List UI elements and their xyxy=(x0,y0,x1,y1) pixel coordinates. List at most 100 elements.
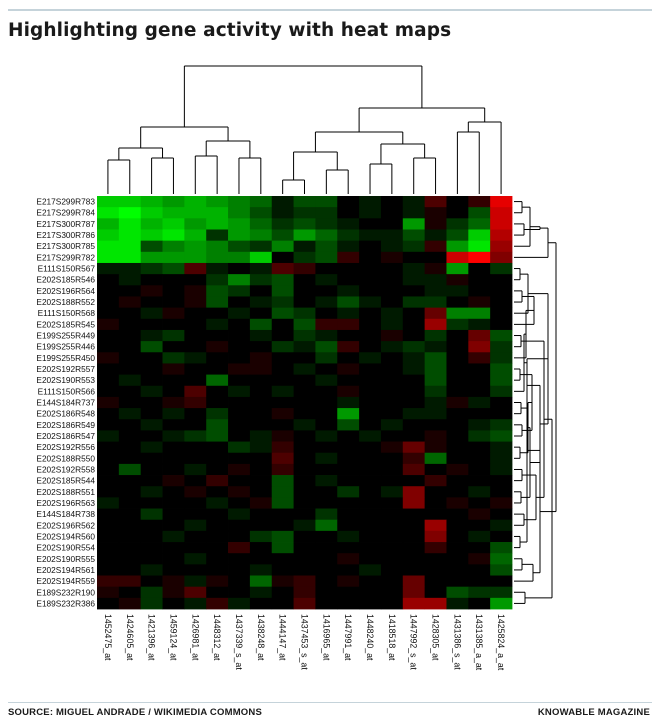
heatmap-cell xyxy=(315,329,338,342)
heatmap-cell xyxy=(468,430,491,442)
heatmap-cell xyxy=(206,307,229,320)
heatmap-cell xyxy=(315,296,338,309)
heatmap-cell xyxy=(359,341,382,353)
heatmap-cell xyxy=(118,329,142,342)
heatmap-cell xyxy=(97,396,120,409)
heatmap-cell xyxy=(359,564,382,576)
heatmap-cell xyxy=(359,318,382,331)
column-label: 1437339_s_at xyxy=(234,614,244,670)
heatmap-cell xyxy=(118,564,142,576)
heatmap-cell xyxy=(337,475,360,487)
heatmap-cell xyxy=(228,564,251,576)
column-label: 1448312_at xyxy=(212,614,222,661)
heatmap-cell xyxy=(162,475,185,487)
heatmap-cell xyxy=(97,262,120,275)
row-label: E202S194R561 xyxy=(36,565,95,575)
heatmap-cell xyxy=(249,341,273,353)
heatmap-cell xyxy=(184,240,207,253)
heatmap-cell xyxy=(337,452,360,465)
heatmap-cell xyxy=(228,240,251,253)
heatmap-cell xyxy=(140,497,163,509)
heatmap-cell xyxy=(206,553,229,565)
heatmap-cell xyxy=(118,486,142,498)
heatmap-cell xyxy=(380,318,404,331)
heatmap-cell xyxy=(490,597,513,610)
heatmap-cell xyxy=(97,441,120,454)
heatmap-cell xyxy=(162,274,185,286)
heatmap-cell xyxy=(271,542,294,554)
row-label: E202S188R552 xyxy=(36,297,95,307)
row-label: E202S196R564 xyxy=(36,286,95,296)
heatmap-cell xyxy=(162,296,185,309)
heatmap-cell xyxy=(249,285,273,297)
heatmap-cell xyxy=(184,196,207,208)
heatmap-cell xyxy=(402,374,426,387)
heatmap-cell xyxy=(184,586,207,599)
heatmap-cell xyxy=(206,452,229,465)
heatmap-cell xyxy=(490,341,513,353)
heatmap-cell xyxy=(359,452,382,465)
heatmap-cell xyxy=(293,396,316,409)
heatmap-cell xyxy=(140,262,163,275)
row-label: E199S255R449 xyxy=(36,331,95,341)
heatmap-cell xyxy=(140,374,163,387)
heatmap-cell xyxy=(271,285,294,297)
heatmap-cell xyxy=(468,463,491,476)
heatmap-cell xyxy=(184,307,207,320)
heatmap-cell xyxy=(490,218,513,230)
heatmap-cell xyxy=(118,218,142,230)
heatmap-cell xyxy=(337,597,360,610)
heatmap-cell xyxy=(293,452,316,465)
heatmap-cell xyxy=(468,285,491,297)
heatmap-cell xyxy=(468,318,491,331)
heatmap-cell xyxy=(468,475,491,487)
heatmap-cell xyxy=(402,318,426,331)
heatmap-cell xyxy=(315,542,338,554)
heatmap-cell xyxy=(424,218,447,230)
heatmap-cell xyxy=(118,229,142,242)
heatmap-cell xyxy=(271,586,294,599)
heatmap-cell xyxy=(162,207,185,219)
heatmap-cell xyxy=(380,564,404,576)
heatmap-cell xyxy=(162,519,185,532)
heatmap-cell xyxy=(228,251,251,264)
heatmap-cell xyxy=(293,553,316,565)
heatmap-cell xyxy=(315,341,338,353)
heatmap-cell xyxy=(184,274,207,286)
heatmap-cell xyxy=(380,296,404,309)
heatmap-cell xyxy=(228,229,251,242)
row-label: E202S185R546 xyxy=(36,275,95,285)
heatmap-cell xyxy=(315,452,338,465)
heatmap-cell xyxy=(206,363,229,375)
row-label: E144S184R737 xyxy=(36,398,95,408)
heatmap-cell xyxy=(97,196,120,208)
heatmap-cell xyxy=(140,341,163,353)
heatmap-cell xyxy=(293,285,316,297)
heatmap-cell xyxy=(293,229,316,242)
heatmap-cell xyxy=(337,575,360,588)
heatmap-cell xyxy=(140,218,163,230)
heatmap-cell xyxy=(380,329,404,342)
heatmap-cell xyxy=(162,486,185,498)
heatmap-cell xyxy=(359,352,382,364)
heatmap-cell xyxy=(140,240,163,253)
column-label: 1425824_a_at xyxy=(496,614,506,671)
heatmap-cell xyxy=(337,363,360,375)
heatmap-cell xyxy=(490,463,513,476)
heatmap-cell xyxy=(97,497,120,509)
heatmap-cell xyxy=(380,374,404,387)
heatmap-cell xyxy=(140,553,163,565)
heatmap-cell xyxy=(184,363,207,375)
heatmap-cell xyxy=(380,441,404,454)
heatmap-cell xyxy=(490,396,513,409)
heatmap-cell xyxy=(118,352,142,364)
heatmap-cell xyxy=(249,296,273,309)
heatmap-cell xyxy=(380,285,404,297)
heatmap-cell xyxy=(490,352,513,364)
column-label: 1438248_at xyxy=(256,614,266,661)
heatmap-cell xyxy=(140,519,163,532)
heatmap-cell xyxy=(490,430,513,442)
heatmap-cell xyxy=(206,274,229,286)
heatmap-cell xyxy=(293,597,316,610)
heatmap-cell xyxy=(97,341,120,353)
